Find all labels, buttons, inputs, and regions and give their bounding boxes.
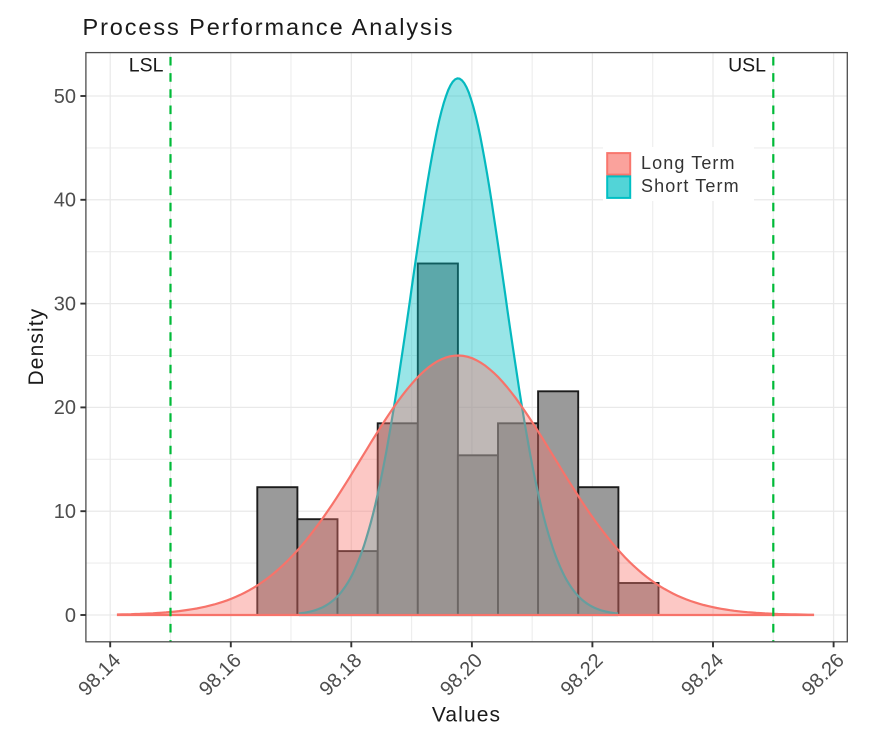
svg-text:30: 30 — [54, 293, 76, 315]
svg-text:20: 20 — [54, 397, 76, 419]
svg-text:Density: Density — [25, 308, 48, 386]
svg-text:50: 50 — [54, 86, 76, 108]
svg-text:LSL: LSL — [129, 55, 164, 77]
svg-text:Short Term: Short Term — [641, 176, 740, 196]
svg-text:0: 0 — [65, 605, 76, 627]
svg-text:USL: USL — [728, 55, 766, 77]
svg-text:40: 40 — [54, 190, 76, 212]
svg-text:10: 10 — [54, 501, 76, 523]
svg-text:Long Term: Long Term — [641, 153, 736, 173]
svg-text:Values: Values — [432, 704, 501, 727]
svg-text:Process Performance Analysis: Process Performance Analysis — [83, 14, 455, 40]
